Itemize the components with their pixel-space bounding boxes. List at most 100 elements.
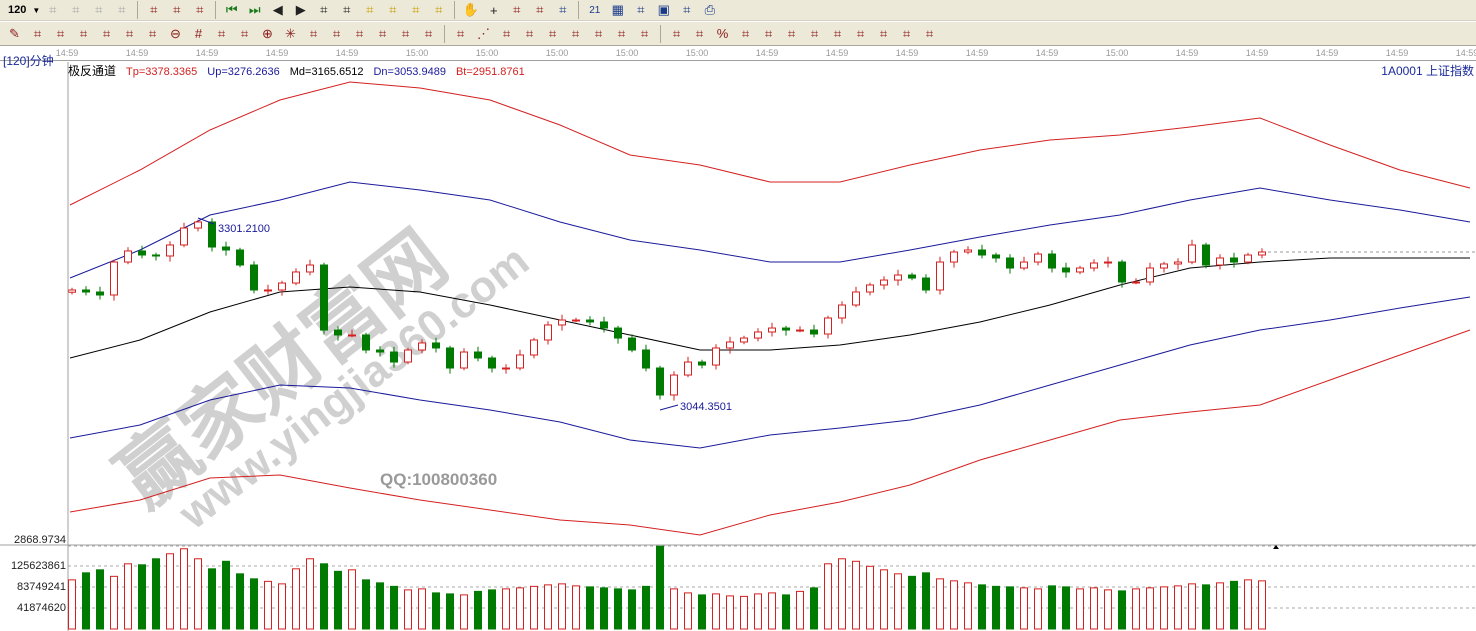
- hand-icon[interactable]: ✋: [462, 2, 479, 17]
- bar-chart-icon[interactable]: ⌗: [95, 2, 103, 17]
- candle-up: [1188, 244, 1196, 263]
- wave-icon[interactable]: ⌗: [148, 25, 157, 41]
- time-label: 14:59: [965, 48, 989, 58]
- gold-split-alt-icon[interactable]: ⌗: [79, 25, 88, 41]
- parallel-icon[interactable]: ⌗: [33, 25, 42, 41]
- candle-down: [628, 337, 636, 351]
- calendar-icon[interactable]: 21: [589, 4, 601, 16]
- speed-icon[interactable]: ⌗: [525, 25, 534, 41]
- recycle-icon[interactable]: ⌗: [559, 2, 567, 17]
- cycle-icon[interactable]: ⌗: [125, 25, 134, 41]
- expand-all-icon[interactable]: ⌗: [412, 2, 420, 17]
- volume-bar: [810, 587, 818, 630]
- line-c-icon[interactable]: ⌗: [856, 25, 865, 41]
- right-icon[interactable]: ▶: [295, 2, 306, 17]
- gold-split-icon[interactable]: ⌗: [56, 25, 65, 41]
- draw-wide-icon[interactable]: ⌗: [378, 25, 387, 41]
- print-icon[interactable]: ⎙: [704, 2, 715, 17]
- volume-bar: [1048, 585, 1056, 630]
- candle-down: [978, 249, 986, 256]
- candle-select-icon[interactable]: ⌗: [150, 2, 158, 17]
- candle-up: [530, 339, 538, 356]
- percent-icon[interactable]: %: [716, 26, 729, 41]
- pen-icon[interactable]: ✎: [9, 25, 20, 41]
- volume-bar: [698, 594, 706, 630]
- main-toolbar: 120 ▼ ⌗ ⌗ ⌗ ⌗ ⌗ ⌗ ⌗ ⏮ ⏭ ◀ ▶ ⌗ ⌗ ⌗ ⌗ ⌗ ⌗ ✋ + ⌗ ⌗ ⌗ 21 ▦ ⌗ ▣ ⌗ ⎙: [0, 0, 1476, 21]
- zoom-left-icon[interactable]: ⌗: [320, 2, 328, 17]
- time-label: 14:59: [55, 48, 79, 58]
- fan-icon[interactable]: ⋰: [477, 25, 490, 41]
- percent-alt-icon[interactable]: ⌗: [741, 25, 750, 41]
- network-icon[interactable]: ⌗: [683, 2, 691, 17]
- first-icon[interactable]: ⏮: [225, 2, 238, 17]
- volume-bar: [1062, 586, 1070, 630]
- chevron-down-icon[interactable]: ▼: [32, 5, 41, 15]
- candle-down: [236, 249, 244, 266]
- volume-bar: [124, 563, 132, 630]
- zoom-right-icon[interactable]: ⌗: [343, 2, 351, 17]
- draw-line-icon[interactable]: ⌗: [513, 2, 521, 17]
- candle-down: [1062, 267, 1070, 273]
- shrink-all-icon[interactable]: ⌗: [435, 2, 443, 17]
- time-label: 14:59: [265, 48, 289, 58]
- line-b-icon[interactable]: ⌗: [833, 25, 842, 41]
- formula-icon[interactable]: ⌗: [536, 2, 544, 17]
- candle-down: [1048, 253, 1056, 269]
- draw-tall-icon[interactable]: ⌗: [355, 25, 364, 41]
- toolbar-separator: [578, 1, 580, 19]
- candle-up: [404, 349, 412, 363]
- target-cross-icon[interactable]: ⊕: [262, 25, 273, 41]
- arrow-line-icon[interactable]: ⌗: [787, 25, 796, 41]
- line-d-icon[interactable]: ⌗: [879, 25, 888, 41]
- percent-line-icon[interactable]: ⌗: [695, 25, 704, 41]
- bar-chart-alt-icon[interactable]: ⌗: [118, 2, 126, 17]
- stats-icon[interactable]: ⌗: [672, 25, 681, 41]
- target-icon[interactable]: ⌗: [49, 2, 57, 17]
- ruler-icon[interactable]: ⌗: [401, 25, 410, 41]
- volume-bar: [614, 588, 622, 630]
- expand-icon[interactable]: ⌗: [366, 2, 374, 17]
- time-label: 14:59: [895, 48, 919, 58]
- report-icon[interactable]: ⌗: [637, 2, 645, 17]
- volume-bar: [894, 573, 902, 630]
- tp-value: Tp=3378.3365: [126, 66, 198, 78]
- shrink-icon[interactable]: ⌗: [389, 2, 397, 17]
- volume-bar: [1118, 590, 1126, 630]
- volume-bar: [544, 584, 552, 630]
- time-label: 15:00: [615, 48, 639, 58]
- box-grid-icon[interactable]: ⌗: [617, 25, 626, 41]
- box-line-icon[interactable]: ⌗: [456, 25, 465, 41]
- left-icon[interactable]: ◀: [272, 2, 283, 17]
- period-select[interactable]: 120: [4, 3, 31, 17]
- candle-up: [166, 244, 174, 257]
- indicator-icon[interactable]: ⌗: [173, 2, 181, 17]
- candle-up: [684, 361, 692, 376]
- wave-line-icon[interactable]: ⌗: [571, 25, 580, 41]
- box-icon[interactable]: ⌗: [309, 25, 318, 41]
- line-a-icon[interactable]: ⌗: [810, 25, 819, 41]
- line-e-icon[interactable]: ⌗: [902, 25, 911, 41]
- angle-line-icon[interactable]: ⌗: [548, 25, 557, 41]
- period-label: [120]分钟: [3, 54, 54, 68]
- line-f-icon[interactable]: ⌗: [925, 25, 934, 41]
- circle-icon[interactable]: ⊖: [170, 25, 181, 41]
- crosshair-icon[interactable]: +: [489, 2, 498, 18]
- color-flag-icon[interactable]: ⌗: [196, 2, 204, 17]
- gann-icon[interactable]: ⌗: [332, 25, 341, 41]
- star-icon[interactable]: ✳: [285, 25, 296, 41]
- note-icon[interactable]: ⌗: [72, 2, 80, 17]
- fib-icon[interactable]: ⌗: [102, 25, 111, 41]
- calculator-icon[interactable]: ▦: [611, 2, 624, 17]
- angle-icon[interactable]: ⌗: [240, 25, 249, 41]
- slope-icon[interactable]: ⌗: [640, 25, 649, 41]
- last-icon[interactable]: ⏭: [248, 2, 261, 17]
- square-grid-icon[interactable]: ⌗: [594, 25, 603, 41]
- gann-fan-icon[interactable]: ⌗: [502, 25, 511, 41]
- save-icon[interactable]: ▣: [657, 2, 670, 17]
- n2-icon[interactable]: ⌗: [217, 25, 226, 41]
- gold-line-icon[interactable]: ⌗: [764, 25, 773, 41]
- width-icon[interactable]: ⌗: [424, 25, 433, 41]
- grid-icon[interactable]: #: [194, 26, 203, 41]
- volume-bar: [166, 553, 174, 630]
